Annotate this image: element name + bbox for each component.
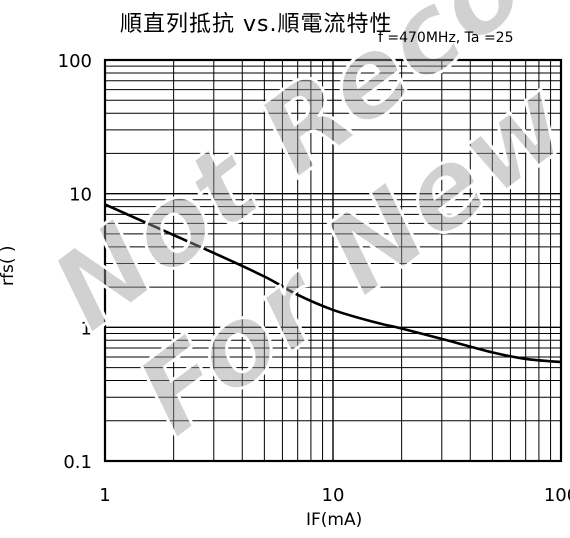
x-tick-label: 1: [99, 485, 110, 506]
chart-title: 順直列抵抗 vs.順電流特性: [120, 12, 393, 37]
y-tick-label: 100: [58, 51, 92, 72]
x-axis-label: IF(mA): [306, 510, 363, 530]
y-tick-label: 1: [81, 318, 92, 339]
y-tick-label: 10: [69, 185, 92, 206]
plot-frame: [103, 58, 563, 463]
y-axis-label: rfs( ): [0, 245, 18, 287]
y-tick-label: 0.1: [63, 452, 92, 473]
x-tick-label: 100: [544, 485, 570, 506]
measurement-conditions: f =470MHz, Ta =25: [378, 30, 514, 46]
x-tick-label: 10: [322, 485, 345, 506]
series-line: [104, 203, 562, 364]
